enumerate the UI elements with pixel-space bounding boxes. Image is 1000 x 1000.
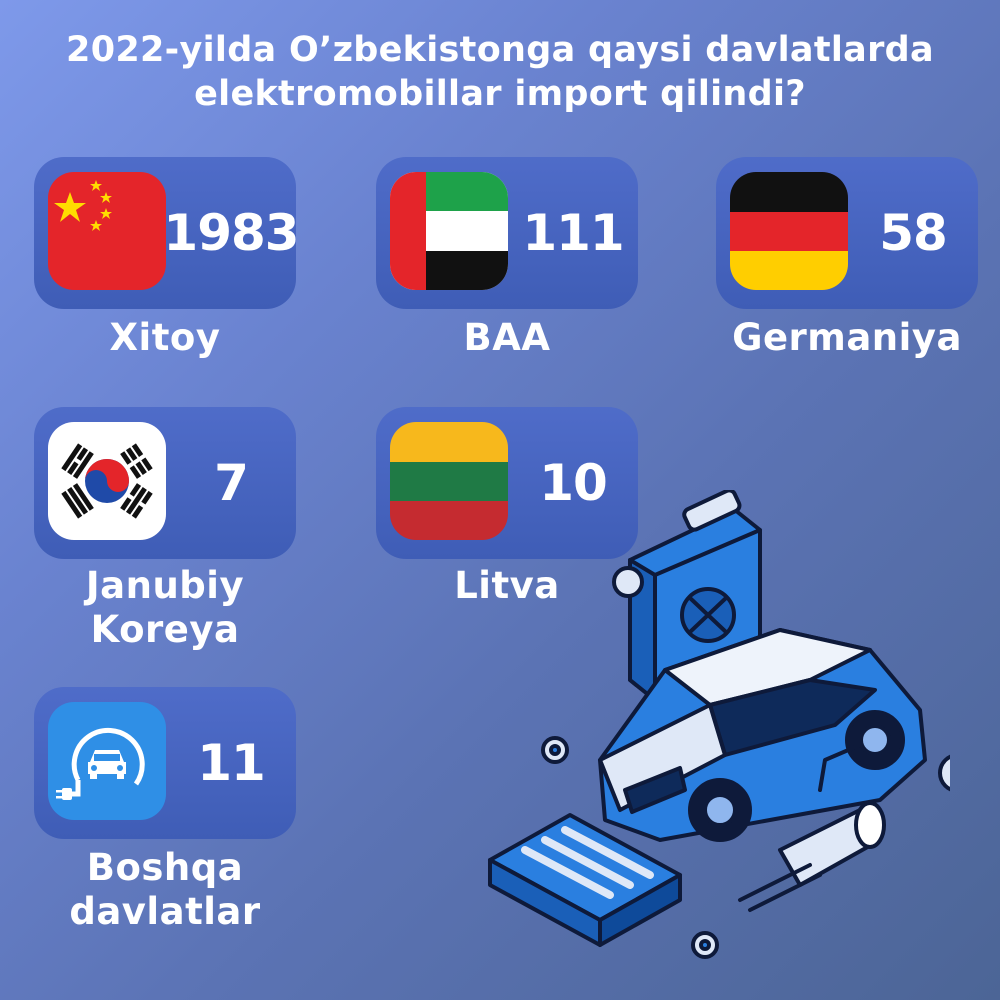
china-flag-icon: [48, 172, 166, 290]
car-icon: [598, 628, 927, 842]
ev-charging-icon: [48, 702, 166, 820]
country-card-other: 11: [34, 687, 296, 839]
country-name-line-2: Koreya: [90, 608, 240, 651]
country-name-line-1: Janubiy: [85, 564, 245, 607]
country-value: 1983: [163, 204, 299, 262]
country-value: 11: [197, 734, 266, 792]
air-pump-icon: [738, 743, 886, 912]
country-name: Germaniya: [732, 316, 962, 359]
country-card-lithuania: 10: [376, 407, 638, 559]
country-name-line-2: davlatlar: [69, 890, 261, 933]
country-name-line-1: Boshqa: [86, 846, 244, 889]
country-name: Janubiy Koreya: [34, 564, 296, 652]
electric-car-illustration: [488, 490, 950, 959]
uae-flag-icon: [390, 172, 508, 290]
title-line-2: elektromobillar import qilindi?: [194, 74, 806, 114]
lithuania-flag-icon: [390, 422, 508, 540]
country-name: Xitoy: [109, 316, 221, 359]
country-card-south-korea: 7: [34, 407, 296, 559]
country-value: 10: [539, 454, 608, 512]
tape-roll-icon: [938, 754, 950, 792]
country-value: 7: [214, 454, 249, 512]
country-value: 58: [879, 204, 948, 262]
country-card-germany: 58: [716, 157, 978, 309]
country-card-uae: 111: [376, 157, 638, 309]
title-line-1: 2022-yilda O’zbekistonga qaysi davlatlar…: [66, 30, 934, 70]
country-name: BAA: [463, 316, 551, 359]
country-card-china: 1983: [34, 157, 300, 309]
country-name: Boshqa davlatlar: [34, 846, 296, 934]
page-title: 2022-yilda O’zbekistonga qaysi davlatlar…: [0, 28, 1000, 116]
germany-flag-icon: [730, 172, 848, 290]
battery-icon: [488, 813, 682, 947]
south-korea-flag-icon: [48, 422, 166, 540]
country-value: 111: [522, 204, 624, 262]
country-name: Litva: [454, 564, 560, 607]
